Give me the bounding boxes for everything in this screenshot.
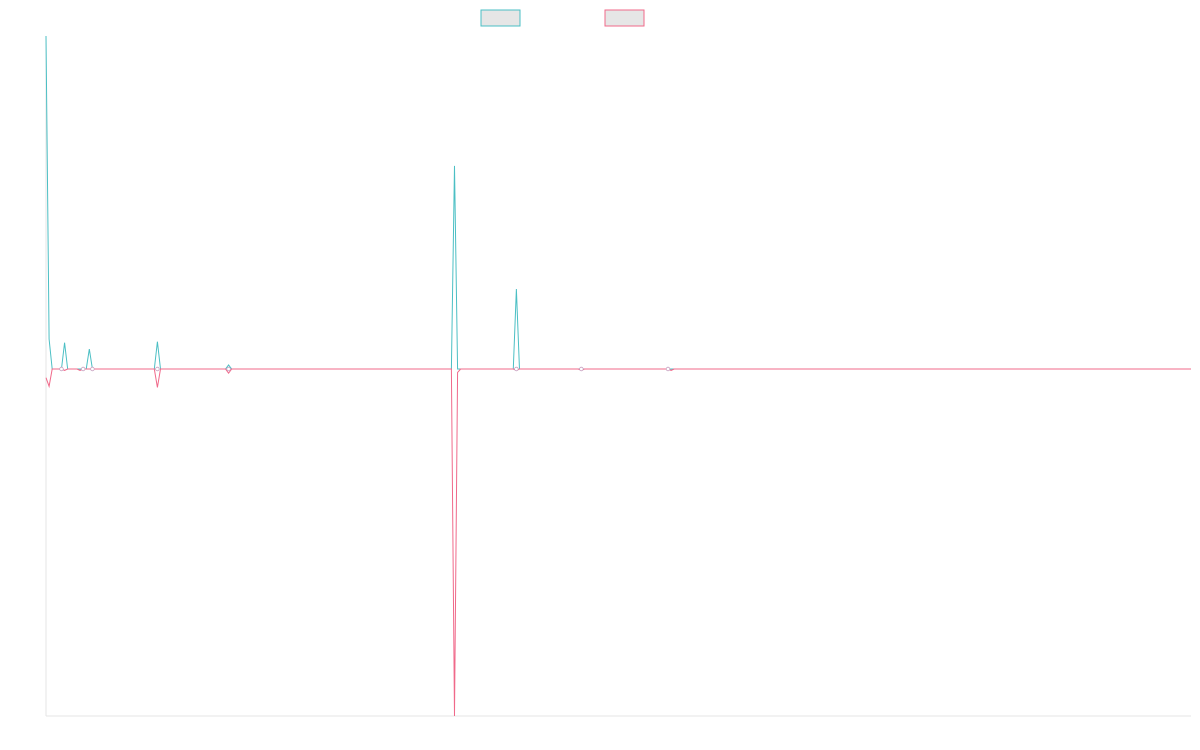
data-point [155, 366, 160, 372]
data-point [59, 366, 64, 372]
legend-swatch-2[interactable] [604, 9, 645, 27]
chart-axes [45, 36, 1191, 717]
data-point [90, 366, 95, 372]
data-point [665, 366, 671, 372]
data-point [579, 366, 584, 372]
data-point [226, 366, 231, 372]
series-layer [45, 35, 1191, 717]
series-line-2 [45, 368, 1191, 717]
legend [480, 9, 645, 27]
series-1 [45, 35, 1191, 370]
series-2 [45, 368, 1191, 717]
data-point [514, 366, 519, 372]
data-point [80, 366, 86, 372]
legend-swatch-1[interactable] [480, 9, 521, 27]
point-markers [59, 366, 671, 372]
series-line-1 [45, 35, 1191, 370]
